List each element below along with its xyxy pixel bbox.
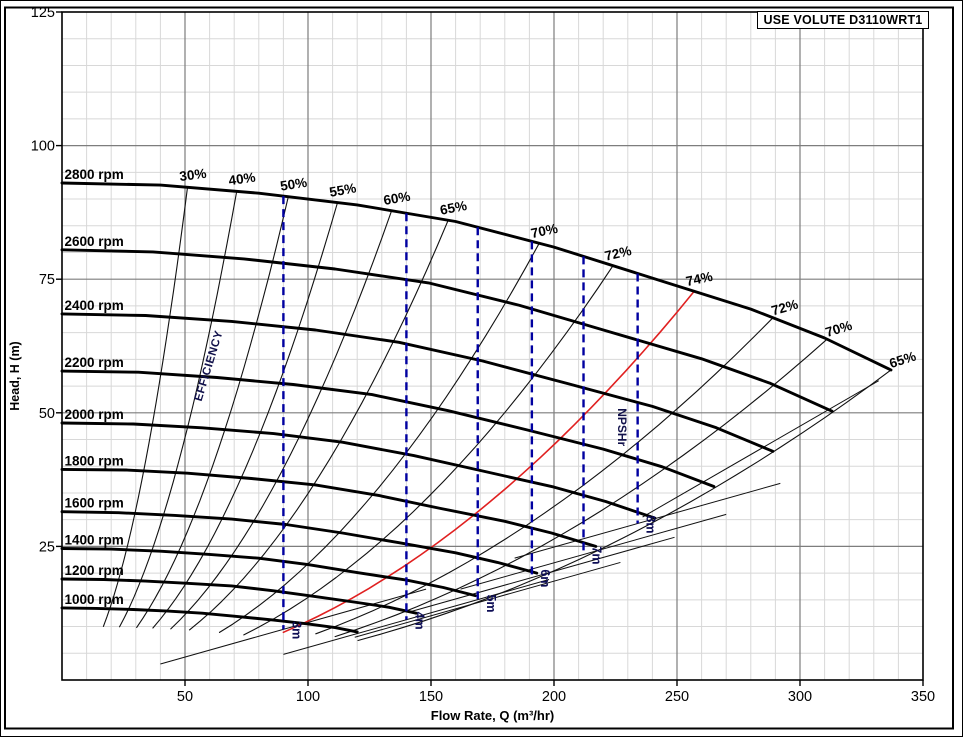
rpm-curve-label-2200: 2200 rpm — [64, 355, 123, 370]
y-tick-label-75: 75 — [39, 272, 55, 288]
efficiency-label-30: 30% — [179, 166, 208, 184]
rpm-curve-2800 — [60, 181, 893, 372]
x-tick-label-100: 100 — [296, 689, 320, 705]
npsh-iso-segment-7m — [460, 513, 727, 590]
npsh-iso-segment-6m — [408, 536, 675, 613]
rpm-curve-label-2400: 2400 rpm — [64, 298, 123, 313]
rpm-curve-2000 — [60, 421, 657, 520]
volute-title-box: USE VOLUTE D3110WRT1 — [757, 11, 929, 29]
y-tick-label-125: 125 — [31, 5, 55, 21]
rpm-curve-label-2000: 2000 rpm — [64, 407, 123, 422]
efficiency-line-50 — [136, 196, 289, 628]
rpm-curve-1200 — [60, 577, 418, 615]
rpm-curve-2600 — [60, 248, 834, 413]
efficiency-line-65 — [188, 219, 449, 631]
x-tick-label-50: 50 — [177, 689, 193, 705]
x-axis-title: Flow Rate, Q (m³/hr) — [430, 708, 555, 723]
y-tick-label-25: 25 — [39, 539, 55, 555]
efficiency-line-right-70 — [334, 338, 828, 638]
efficiency-line-55 — [152, 202, 339, 629]
npsh-label-7m: 7m — [590, 546, 604, 564]
x-tick-label-350: 350 — [911, 689, 935, 705]
efficiency-line-70 — [218, 242, 540, 633]
efficiency-line-72 — [243, 265, 614, 636]
npshr-annotation: NPSHr — [615, 408, 629, 446]
rpm-curve-2400 — [60, 312, 775, 453]
efficiency-label-right-72: 72% — [770, 297, 800, 319]
efficiency-line-40 — [119, 190, 238, 628]
rpm-curve-label-1200: 1200 rpm — [64, 563, 123, 578]
rpm-curve-2200 — [60, 369, 716, 488]
efficiency-label-70: 70% — [530, 221, 560, 241]
efficiency-label-50: 50% — [279, 175, 308, 194]
x-tick-label-300: 300 — [788, 689, 812, 705]
y-tick-label-50: 50 — [39, 406, 55, 422]
efficiency-line-30 — [102, 186, 189, 627]
npsh-iso-segment-8m — [514, 482, 781, 559]
best-efficiency-line-74 — [282, 290, 696, 634]
efficiency-line-right-65 — [357, 369, 892, 642]
efficiency-label-65: 65% — [439, 198, 468, 218]
rpm-curve-1600 — [60, 510, 539, 575]
rpm-curve-label-2800: 2800 rpm — [64, 167, 123, 182]
rpm-curve-1000 — [60, 606, 359, 634]
efficiency-label-40: 40% — [228, 170, 257, 189]
inner-frame — [4, 6, 954, 730]
efficiency-label-74: 74% — [685, 269, 715, 289]
rpm-curve-label-1000: 1000 rpm — [64, 592, 123, 607]
plot-border — [61, 11, 924, 681]
rpm-curve-label-1800: 1800 rpm — [64, 453, 123, 468]
rpm-curve-1800 — [60, 467, 598, 548]
rpm-curve-label-1600: 1600 rpm — [64, 496, 123, 511]
npsh-iso-segment-3m — [160, 588, 427, 665]
rpm-curve-label-1400: 1400 rpm — [64, 533, 123, 548]
npsh-label-3m: 3m — [289, 621, 303, 639]
efficiency-line-right-72 — [315, 317, 774, 635]
efficiency-line-60 — [170, 210, 393, 630]
npsh-label-4m: 4m — [412, 612, 426, 630]
rpm-curve-label-2600: 2600 rpm — [64, 234, 123, 249]
x-tick-label-250: 250 — [665, 689, 689, 705]
y-axis-title: Head, H (m) — [8, 341, 22, 411]
efficiency-label-55: 55% — [328, 180, 357, 199]
npsh-label-6m: 6m — [538, 569, 552, 587]
x-tick-label-200: 200 — [542, 689, 566, 705]
npsh-extension-line — [642, 380, 879, 518]
npsh-label-8m: 8m — [644, 515, 658, 533]
y-tick-label-100: 100 — [31, 139, 55, 155]
npsh-iso-segment-5m — [354, 561, 621, 638]
efficiency-label-72: 72% — [603, 243, 633, 264]
efficiency-label-60: 60% — [382, 189, 411, 208]
x-tick-label-150: 150 — [419, 689, 443, 705]
npsh-label-5m: 5m — [484, 594, 498, 612]
